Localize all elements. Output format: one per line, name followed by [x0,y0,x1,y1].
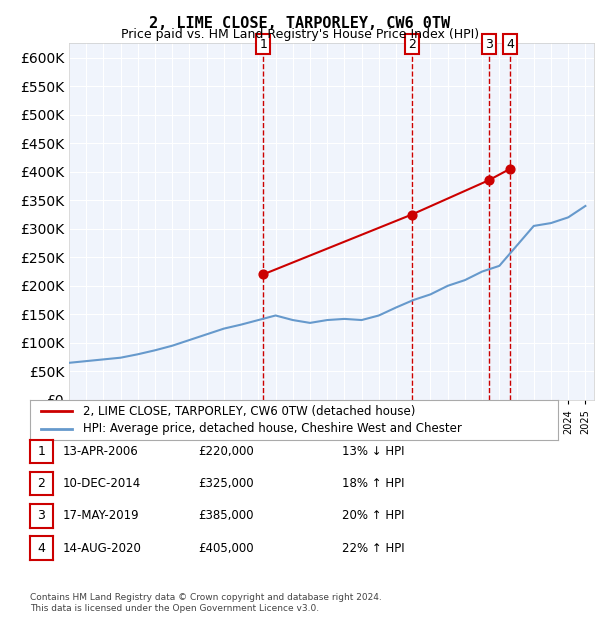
Text: 18% ↑ HPI: 18% ↑ HPI [342,477,404,490]
Text: HPI: Average price, detached house, Cheshire West and Chester: HPI: Average price, detached house, Ches… [83,422,461,435]
Text: 3: 3 [485,38,493,51]
Text: 3: 3 [37,510,46,522]
Text: 13-APR-2006: 13-APR-2006 [63,445,139,458]
Point [484,175,493,185]
Text: 1: 1 [37,445,46,458]
Text: 4: 4 [37,542,46,554]
Point [505,164,515,174]
Text: £220,000: £220,000 [198,445,254,458]
Text: 13% ↓ HPI: 13% ↓ HPI [342,445,404,458]
Point [259,270,268,280]
Text: 1: 1 [259,38,267,51]
Text: 14-AUG-2020: 14-AUG-2020 [63,542,142,554]
Text: 2, LIME CLOSE, TARPORLEY, CW6 0TW (detached house): 2, LIME CLOSE, TARPORLEY, CW6 0TW (detac… [83,405,415,418]
Text: Price paid vs. HM Land Registry's House Price Index (HPI): Price paid vs. HM Land Registry's House … [121,28,479,41]
Text: 2: 2 [37,477,46,490]
Text: 22% ↑ HPI: 22% ↑ HPI [342,542,404,554]
Text: 10-DEC-2014: 10-DEC-2014 [63,477,141,490]
Text: Contains HM Land Registry data © Crown copyright and database right 2024.
This d: Contains HM Land Registry data © Crown c… [30,593,382,613]
Text: 2: 2 [408,38,416,51]
Text: 17-MAY-2019: 17-MAY-2019 [63,510,140,522]
Text: 2, LIME CLOSE, TARPORLEY, CW6 0TW: 2, LIME CLOSE, TARPORLEY, CW6 0TW [149,16,451,30]
Text: £325,000: £325,000 [198,477,254,490]
Point [407,210,416,219]
Text: 4: 4 [506,38,514,51]
Text: £405,000: £405,000 [198,542,254,554]
Text: 20% ↑ HPI: 20% ↑ HPI [342,510,404,522]
Text: £385,000: £385,000 [198,510,254,522]
